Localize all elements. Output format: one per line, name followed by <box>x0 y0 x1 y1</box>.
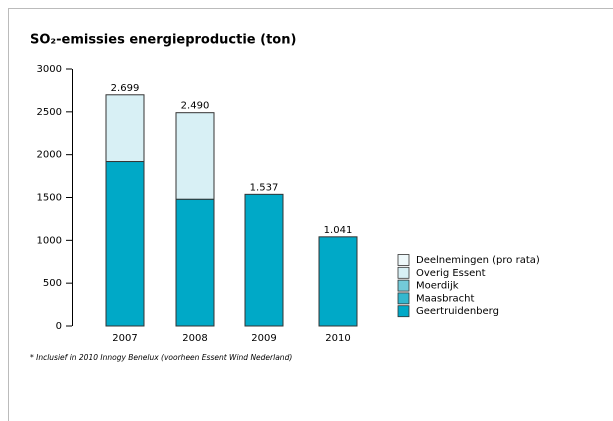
x-tick-label: 2007 <box>112 333 137 344</box>
legend-label: Geertruidenberg <box>416 306 499 317</box>
legend-label: Deelnemingen (pro rata) <box>416 255 540 266</box>
legend-swatch <box>397 254 410 266</box>
legend-swatch <box>397 305 410 318</box>
bar-segment <box>175 198 215 327</box>
bar-segment <box>105 94 145 163</box>
y-tick-label: 3000 <box>37 64 62 75</box>
legend-swatch <box>397 279 410 292</box>
legend-swatch <box>397 292 410 305</box>
bar-segment <box>244 193 284 327</box>
legend-swatch <box>397 266 410 279</box>
footnote: * Inclusief in 2010 Innogy Benelux (voor… <box>30 353 292 362</box>
x-tick-label: 2010 <box>325 333 350 344</box>
total-label: 1.537 <box>250 182 279 193</box>
total-label: 2.490 <box>181 101 210 112</box>
legend-label: Overig Essent <box>416 268 486 279</box>
bar-segment <box>318 236 358 327</box>
y-tick-label: 1500 <box>37 193 62 204</box>
bar-segment <box>175 112 215 200</box>
y-tick-label: 0 <box>56 321 62 332</box>
y-tick-label: 2500 <box>37 107 62 118</box>
chart-title: SO₂-emissies energieproductie (ton) <box>30 33 296 48</box>
total-label: 1.041 <box>324 225 353 236</box>
legend-label: Moerdijk <box>416 281 459 292</box>
total-label: 2.699 <box>111 83 140 94</box>
y-tick-label: 1000 <box>37 235 62 246</box>
y-tick-label: 2000 <box>37 150 62 161</box>
bar-segment <box>105 161 145 327</box>
legend-label: Maasbracht <box>416 293 475 304</box>
y-tick-label: 500 <box>43 278 62 289</box>
x-tick-label: 2008 <box>182 333 207 344</box>
x-tick-label: 2009 <box>251 333 276 344</box>
